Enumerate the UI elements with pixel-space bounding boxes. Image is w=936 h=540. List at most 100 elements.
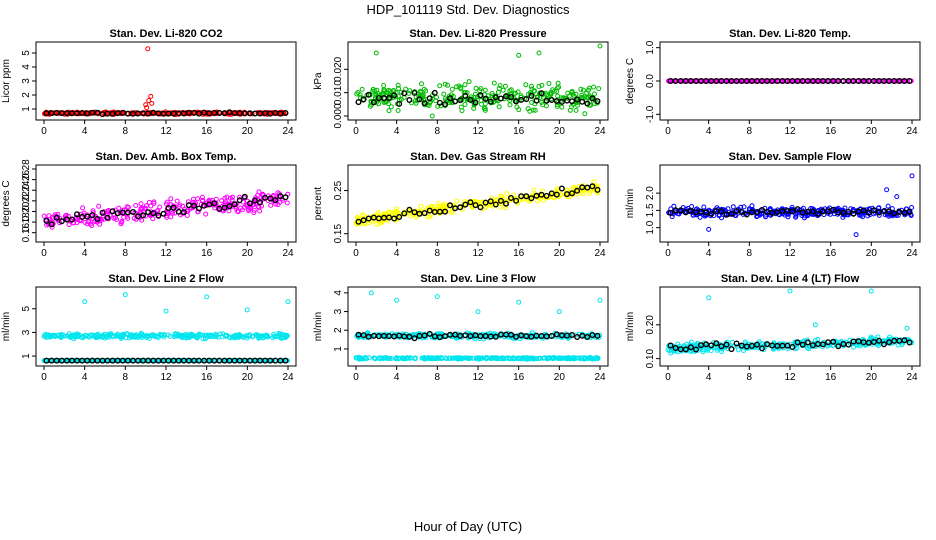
data-point [597, 43, 603, 49]
panel-6: Stan. Dev. Sample Flow ml/min 0 4 8 12 16 20 24 1… [625, 151, 921, 259]
data-point [754, 341, 761, 348]
data-point [815, 210, 822, 217]
data-point [395, 108, 401, 113]
data-point [594, 332, 601, 339]
panel-3: Stan. Dev. Li-820 Temp. degrees C 0 4 8 12 16 2… [625, 28, 921, 137]
data-point [764, 341, 771, 348]
data-point [574, 355, 580, 361]
data-point [284, 200, 290, 206]
y-tick-label: 1.0 [645, 40, 656, 54]
data-point [697, 214, 703, 220]
data-point [784, 211, 790, 217]
data-point [794, 206, 801, 213]
data-point [523, 96, 530, 103]
data-point [138, 201, 144, 207]
data-point [399, 89, 404, 95]
data-point [374, 99, 379, 105]
data-point [402, 356, 408, 361]
data-point [719, 349, 725, 354]
data-point [472, 202, 479, 209]
data-point [730, 204, 736, 210]
data-point [89, 223, 95, 229]
data-point [436, 99, 443, 106]
data-point [713, 340, 720, 347]
data-point [58, 335, 64, 341]
data-point [426, 95, 433, 102]
data-point [73, 211, 80, 218]
data-point [513, 98, 520, 105]
data-point [513, 197, 520, 204]
data-point [559, 104, 565, 110]
y-tick-label: 0.000 [333, 103, 344, 128]
data-point [693, 346, 700, 353]
data-point [462, 201, 469, 208]
data-point [475, 309, 481, 315]
data-point [667, 342, 674, 349]
data-point [394, 297, 400, 303]
data-point [195, 209, 201, 215]
data-point [148, 93, 154, 99]
x-tick-label: 20 [866, 248, 878, 259]
data-point [472, 99, 479, 106]
data-point [784, 342, 791, 349]
data-point [246, 200, 253, 207]
x-tick-label: 24 [906, 372, 918, 383]
data-point [386, 333, 393, 340]
data-point [241, 110, 248, 117]
data-point [703, 209, 710, 216]
panel-7: Stan. Dev. Line 2 Flow ml/min 0 4 8 12 16 20 24 1… [1, 273, 297, 383]
data-point [462, 102, 468, 107]
data-point [251, 210, 257, 216]
data-point [462, 90, 468, 96]
y-tick-label: 0.16 [21, 223, 32, 243]
data-point [482, 95, 489, 102]
data-point [386, 94, 393, 101]
data-point [708, 348, 714, 354]
data-point [477, 92, 484, 99]
data-point [231, 201, 238, 208]
data-point [142, 205, 148, 211]
data-points [354, 43, 603, 119]
data-point [174, 198, 180, 204]
data-point [88, 332, 94, 338]
data-points [353, 179, 601, 227]
data-point [96, 334, 102, 340]
data-point [580, 87, 586, 93]
data-point [596, 86, 602, 92]
data-point [573, 107, 579, 113]
x-tick-label: 24 [282, 372, 294, 383]
y-axis-label: ml/min [1, 312, 12, 341]
data-point [201, 202, 208, 209]
data-point [434, 95, 439, 100]
data-point [706, 295, 712, 301]
data-point [589, 95, 596, 102]
data-point [466, 79, 472, 85]
data-point [108, 331, 114, 337]
data-point [503, 200, 510, 207]
data-point [94, 215, 101, 222]
data-point [528, 355, 534, 361]
data-point [465, 356, 471, 361]
data-point [887, 334, 892, 340]
figure-title: HDP_101119 Std. Dev. Diagnostics [366, 2, 570, 17]
data-point [743, 211, 750, 218]
data-point [508, 87, 514, 93]
data-points [666, 77, 914, 84]
data-point [538, 191, 545, 198]
data-point [94, 219, 100, 225]
y-tick-label: 1.5 [645, 203, 656, 217]
data-point [701, 204, 707, 210]
data-point [64, 333, 70, 339]
data-point [687, 207, 694, 214]
y-axis-label: ml/min [313, 312, 324, 341]
data-point [72, 332, 78, 338]
data-point [429, 113, 435, 119]
data-point [531, 355, 537, 361]
x-tick-label: 24 [594, 248, 606, 259]
data-point [113, 333, 119, 339]
x-tick-label: 4 [706, 126, 712, 137]
data-point [595, 355, 601, 361]
data-point [516, 107, 522, 113]
data-point [515, 89, 521, 95]
y-tick-label: 0.26 [21, 169, 32, 189]
